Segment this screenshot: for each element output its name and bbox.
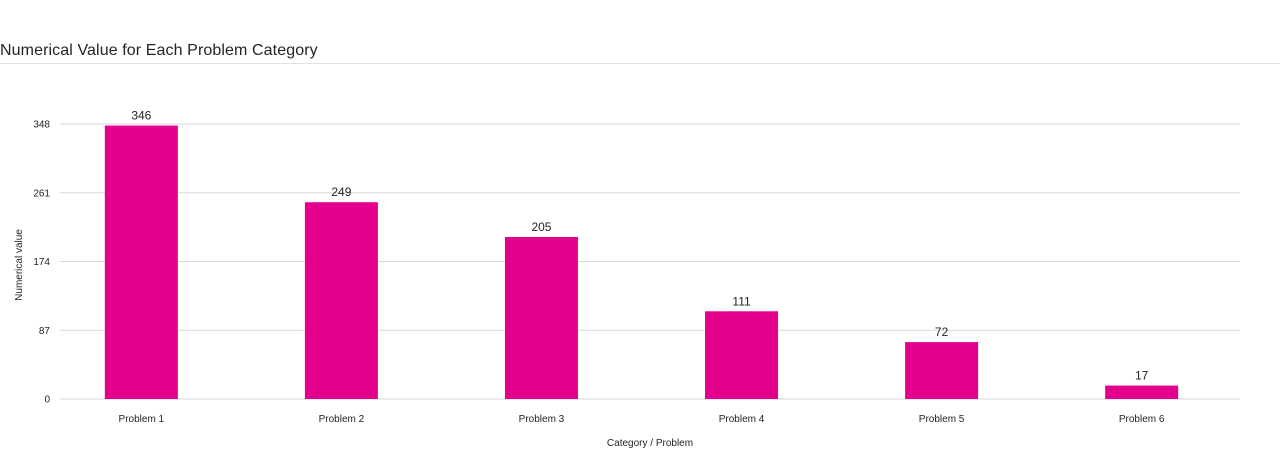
bar[interactable] — [104, 125, 178, 400]
x-tick-label: Problem 6 — [1119, 414, 1165, 425]
gridlines — [60, 123, 1240, 400]
bars — [104, 125, 1179, 400]
y-tick-label: 87 — [39, 326, 51, 337]
x-axis-ticks: Problem 1 Problem 2 Problem 3 Problem 4 Prob… — [119, 414, 1165, 425]
bar[interactable] — [1105, 385, 1179, 399]
data-label: 111 — [732, 294, 751, 308]
y-tick-label: 261 — [33, 188, 50, 199]
bar[interactable] — [905, 342, 979, 399]
title-divider — [0, 63, 1280, 64]
data-label: 346 — [131, 109, 151, 123]
bar[interactable] — [304, 202, 378, 399]
data-labels: 346 249 205 111 72 17 — [131, 109, 1148, 383]
y-axis-title: Numerical value — [14, 229, 25, 301]
data-label: 72 — [935, 325, 949, 339]
data-label: 205 — [531, 220, 551, 234]
bar[interactable] — [705, 311, 779, 399]
y-tick-label: 348 — [33, 120, 50, 131]
data-label: 249 — [331, 185, 351, 199]
y-axis-ticks: 0 87 174 261 348 — [33, 120, 50, 406]
bar[interactable] — [504, 237, 578, 399]
x-tick-label: Problem 2 — [319, 414, 365, 425]
x-axis-title: Category / Problem — [607, 438, 693, 449]
x-tick-label: Problem 3 — [519, 414, 565, 425]
chart-title: Numerical Value for Each Problem Categor… — [0, 42, 318, 59]
y-tick-label: 174 — [33, 257, 50, 268]
x-tick-label: Problem 5 — [919, 414, 965, 425]
x-tick-label: Problem 1 — [119, 414, 165, 425]
y-tick-label: 0 — [44, 395, 50, 406]
data-label: 17 — [1135, 369, 1149, 383]
x-tick-label: Problem 4 — [719, 414, 765, 425]
